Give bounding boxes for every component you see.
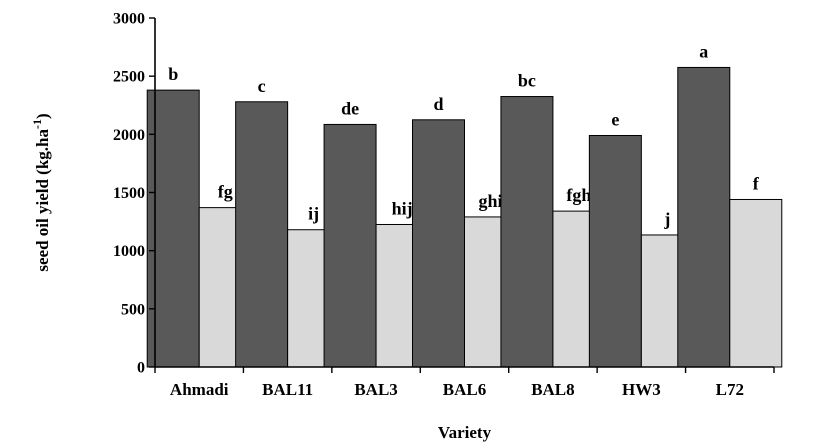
x-tick-label: BAL11 [262,380,313,399]
bar [729,198,783,368]
data-label: a [699,41,708,61]
x-tick-label: Ahmadi [170,380,229,399]
y-tick-label: 1500 [113,185,145,202]
x-axis-title: Variety [438,423,492,442]
y-axis-title-text: seed oil yield (kg.ha-1) [30,113,52,271]
bar [146,89,200,368]
data-label: ij [308,204,319,224]
bar [412,119,465,368]
x-tick-label: BAL6 [443,380,486,399]
axes: 0 500 1000 1500 2000 2500 3000 Ahmadi BAL11 BAL3 B… [113,11,775,399]
data-label: fg [218,182,233,202]
data-label: bc [518,71,536,91]
y-tick-label: 3000 [113,11,145,28]
data-label: j [663,209,670,229]
data-label: c [258,76,266,96]
bar [588,134,642,368]
bar [235,101,289,368]
data-label: f [753,173,760,193]
y-tick-label: 1000 [113,243,145,260]
bar [323,123,377,368]
bar [677,66,731,368]
x-tick-label: BAL8 [531,380,574,399]
data-label: ghi [478,191,502,211]
y-tick-label: 2500 [113,69,145,86]
y-tick-label: 0 [137,360,145,377]
data-label: hij [392,198,413,218]
y-tick-label: 500 [121,301,145,318]
x-tick-label: L72 [716,380,744,399]
data-label: de [341,98,359,118]
data-label: d [433,94,443,114]
data-label: fgh [566,185,591,205]
data-label: e [611,109,619,129]
x-tick-label: BAL3 [354,380,397,399]
bars: b fg c ij de hij d ghi bc fgh e j a f [146,41,783,368]
data-label: b [168,64,178,84]
y-axis-title: seed oil yield (kg.ha-1) [30,113,52,271]
y-tick-label: 2000 [113,127,145,144]
x-tick-label: HW3 [622,380,661,399]
bar [500,96,554,368]
